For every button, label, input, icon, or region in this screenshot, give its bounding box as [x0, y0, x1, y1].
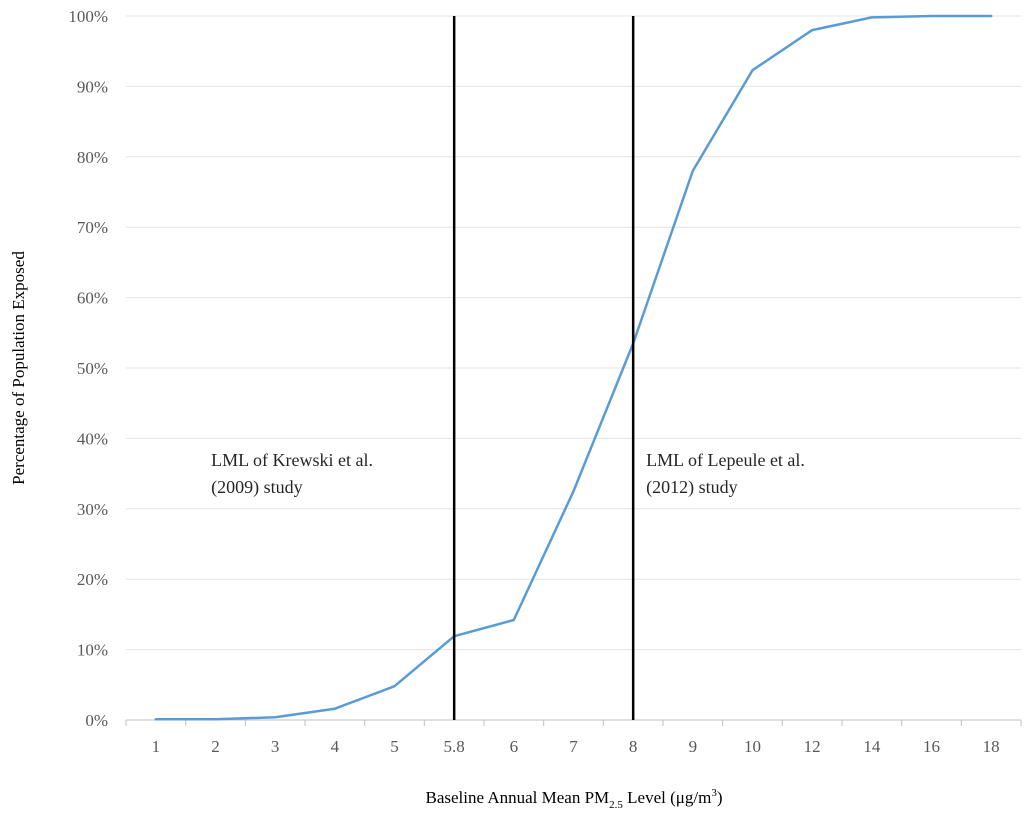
y-tick-label: 50% — [77, 359, 108, 378]
x-axis-label-superscript: 3 — [711, 787, 717, 799]
x-tick-label: 2 — [211, 737, 220, 756]
x-axis-label-middle: Level (μg/m — [623, 788, 711, 807]
y-tick-label: 90% — [77, 77, 108, 96]
reference-annotation-line: LML of Krewski et al. — [211, 450, 373, 470]
x-axis-label: Baseline Annual Mean PM2.5 Level (μg/m3) — [425, 787, 722, 811]
reference-lines — [452, 16, 635, 720]
y-tick-labels: 0% 10% 20% 30% 40% 50% 60% 70% 80% 90% 100% — [68, 7, 108, 730]
reference-annotation-line: (2012) study — [646, 477, 738, 498]
x-tick-label: 4 — [331, 737, 340, 756]
y-tick-label: 30% — [77, 500, 108, 519]
series-group — [154, 14, 993, 721]
reference-annotation-0: LML of Krewski et al. (2009) study — [211, 450, 373, 498]
x-tick-label: 1 — [152, 737, 161, 756]
x-tick-label: 3 — [271, 737, 280, 756]
x-tick-label: 5 — [390, 737, 399, 756]
y-tick-label: 70% — [77, 218, 108, 237]
x-tick-label: 5.8 — [444, 737, 465, 756]
x-tick-label: 14 — [863, 737, 881, 756]
y-tick-label: 10% — [77, 641, 108, 660]
x-axis-label-suffix: ) — [717, 788, 723, 807]
x-tick-label: 10 — [744, 737, 761, 756]
y-tick-label: 60% — [77, 289, 108, 308]
y-tick-label: 80% — [77, 148, 108, 167]
y-tick-label: 20% — [77, 570, 108, 589]
x-axis-label-prefix: Baseline Annual Mean PM — [425, 788, 609, 807]
x-tick-label: 9 — [689, 737, 698, 756]
x-axis — [125, 719, 1022, 726]
x-axis-label-subscript: 2.5 — [609, 799, 623, 811]
series-line-0 — [154, 14, 993, 721]
x-tick-label: 6 — [510, 737, 519, 756]
x-tick-label: 12 — [804, 737, 821, 756]
y-tick-label: 100% — [68, 7, 108, 26]
reference-annotation-1: LML of Lepeule et al. (2012) study — [646, 450, 805, 498]
reference-annotation-line: LML of Lepeule et al. — [646, 450, 805, 470]
x-tick-label: 18 — [983, 737, 1000, 756]
y-axis-label: Percentage of Population Exposed — [9, 251, 28, 485]
gridlines — [126, 15, 1021, 651]
x-tick-label: 7 — [569, 737, 578, 756]
reference-annotation-line: (2009) study — [211, 477, 303, 498]
y-tick-label: 0% — [85, 711, 108, 730]
x-tick-label: 8 — [629, 737, 638, 756]
y-tick-label: 40% — [77, 429, 108, 448]
x-tick-labels: 1 2 3 4 5 5.8 6 7 8 9 10 12 14 16 18 — [152, 737, 1000, 756]
x-tick-label: 16 — [923, 737, 940, 756]
